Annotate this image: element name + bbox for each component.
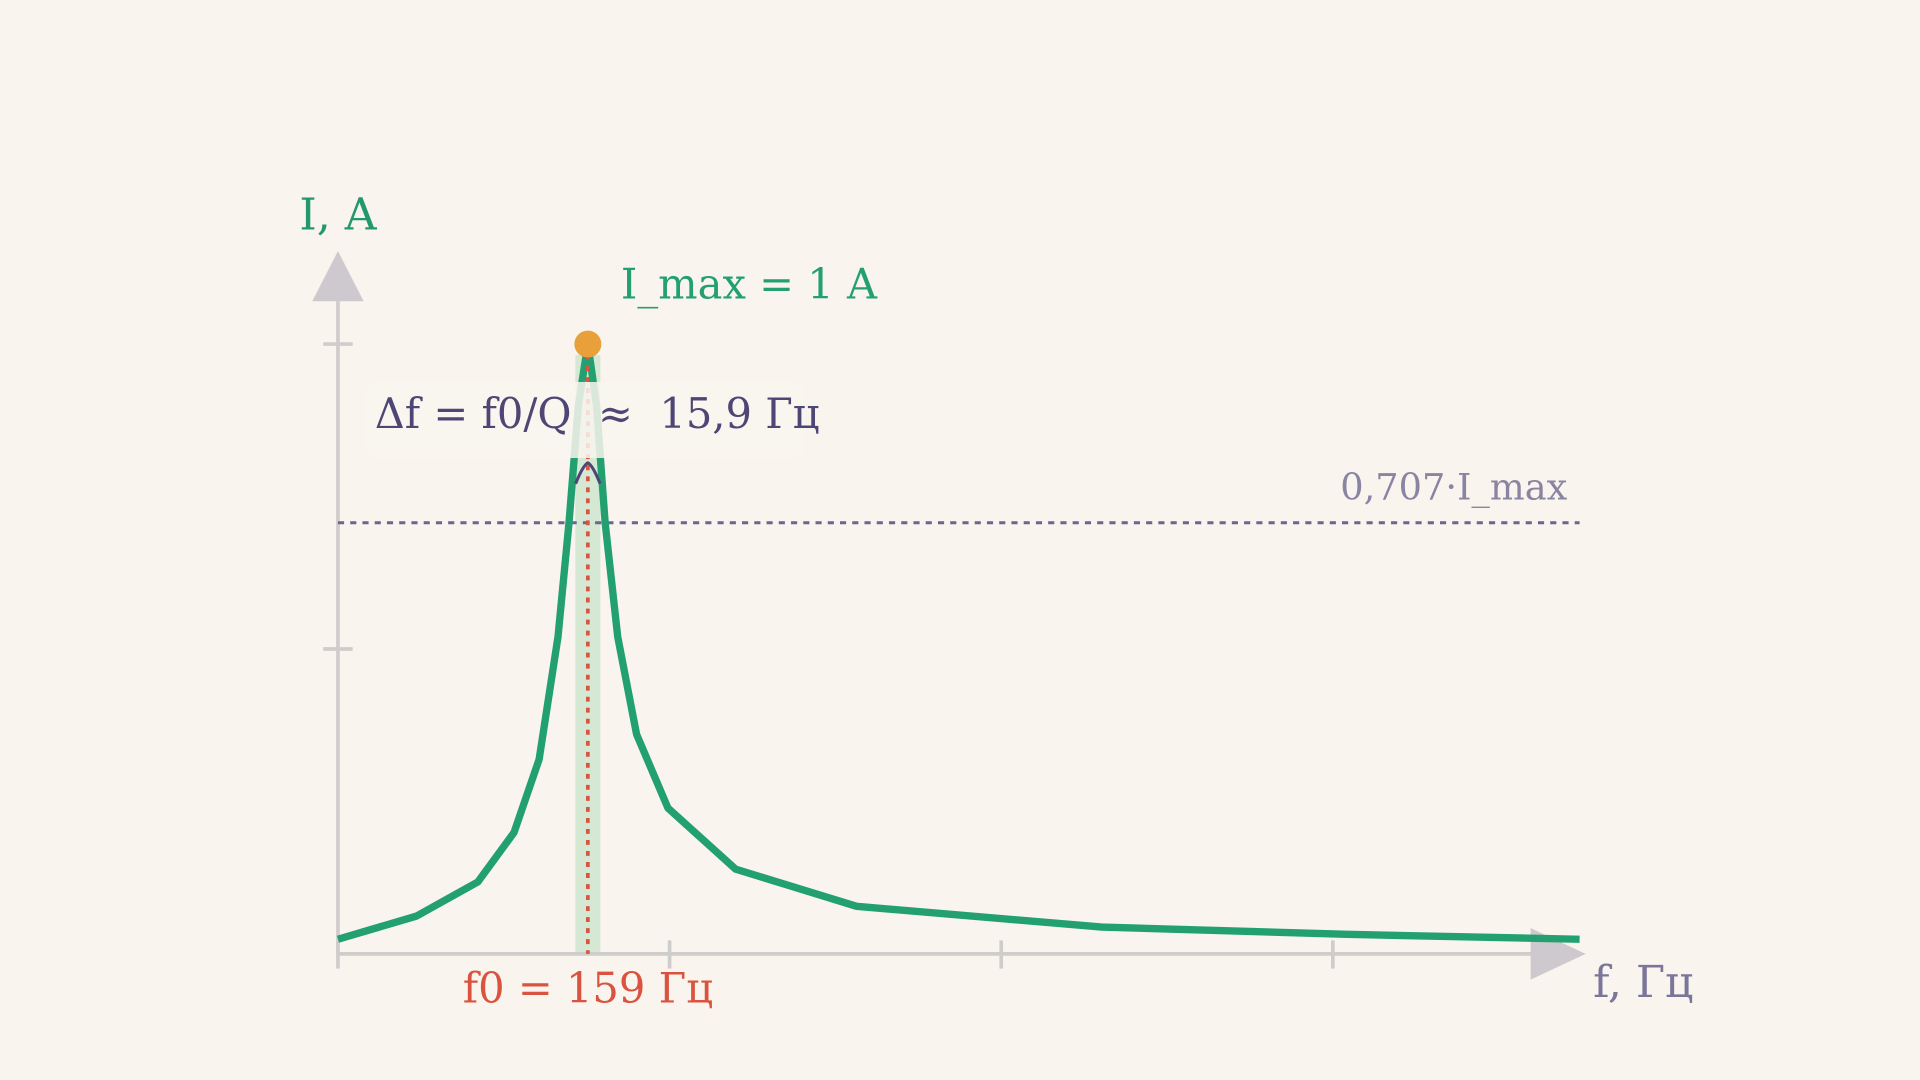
bandwidth-brace [574, 461, 602, 485]
x-axis-label: f, Гц [1593, 957, 1693, 1008]
y-axis-label: I, A [299, 189, 377, 240]
bandwidth-label: Δf = f0/Q ≈ 15,9 Гц [375, 389, 820, 438]
resonance-frequency-label: f0 = 159 Гц [463, 963, 713, 1012]
reference-line-label: 0,707·I_max [1340, 465, 1567, 509]
peak-point [574, 330, 602, 358]
peak-label: I_max = 1 A [621, 259, 878, 308]
label-backdrop [364, 382, 806, 458]
label-backdrop [1337, 462, 1583, 515]
y-axis-arrow [312, 251, 364, 302]
